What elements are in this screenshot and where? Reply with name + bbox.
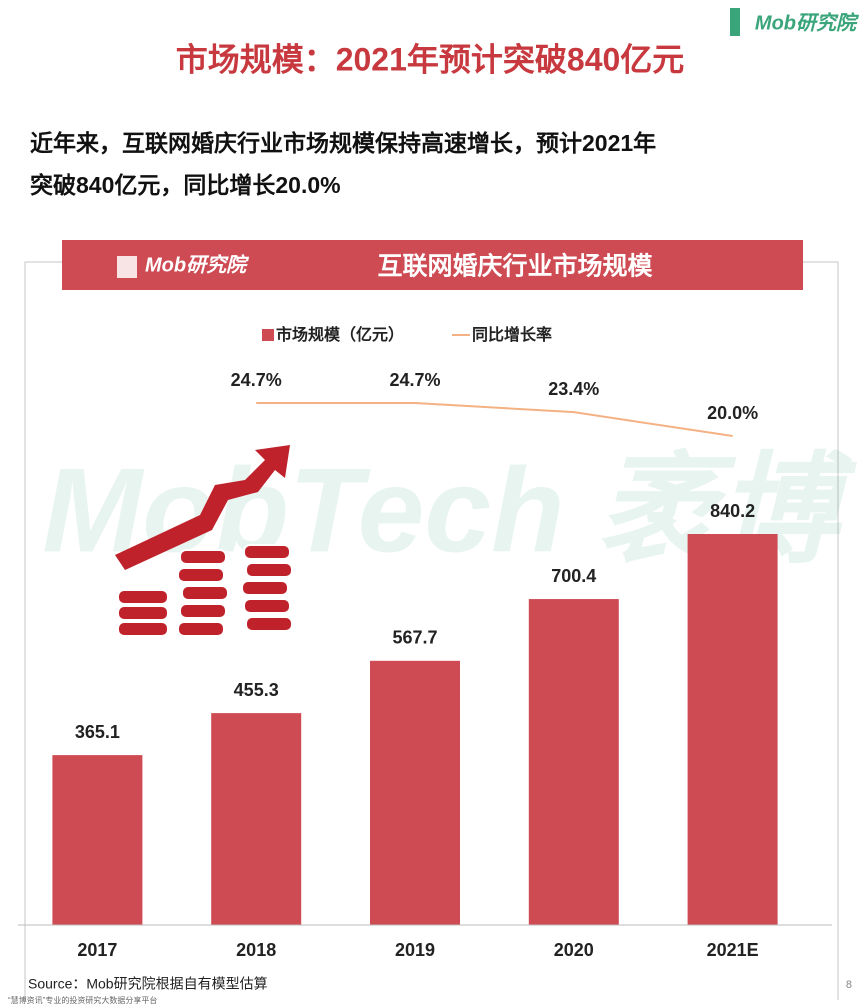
- x-tick-label: 2018: [236, 940, 276, 960]
- subtitle-line: 近年来，互联网婚庆行业市场规模保持高速增长，预计2021年: [30, 130, 656, 156]
- bar: [528, 599, 619, 925]
- x-tick-label: 2021E: [707, 940, 759, 960]
- bar: [370, 660, 460, 925]
- illustration: [115, 445, 293, 637]
- bar: [52, 755, 143, 925]
- data-label: 455.3: [234, 680, 279, 700]
- logo-icon: [730, 8, 740, 36]
- subtitle-line: 突破840亿元，同比增长20.0%: [30, 172, 341, 198]
- page-title: 市场规模：2021年预计突破840亿元: [176, 41, 685, 77]
- source: Source：Mob研究院根据自有模型估算: [28, 976, 268, 992]
- chart-logo-icon: [117, 256, 137, 278]
- legend-label: 市场规模（亿元）: [276, 325, 404, 344]
- data-label: 700.4: [551, 566, 596, 586]
- legend-label: 同比增长率: [472, 325, 552, 344]
- bar: [687, 534, 778, 925]
- legend-swatch: [262, 329, 274, 341]
- data-label: 365.1: [75, 722, 120, 742]
- data-label: 24.7%: [231, 370, 282, 390]
- chart-header: [62, 240, 803, 290]
- chart-logo: Mob研究院: [145, 253, 250, 276]
- x-tick-label: 2020: [554, 940, 594, 960]
- data-label: 23.4%: [548, 379, 599, 399]
- data-label: 20.0%: [707, 403, 758, 423]
- data-label: 567.7: [392, 628, 437, 648]
- footer-note: “慧博资讯”专业的投资研究大数据分享平台: [8, 995, 157, 1005]
- page-number: 8: [846, 979, 852, 991]
- logo: Mob研究院: [755, 11, 860, 34]
- chart-title: 互联网婚庆行业市场规模: [377, 252, 653, 281]
- line: [256, 402, 733, 437]
- x-tick-label: 2017: [77, 940, 117, 960]
- x-tick-label: 2019: [395, 940, 435, 960]
- bar: [211, 713, 302, 925]
- data-label: 840.2: [710, 501, 755, 521]
- data-label: 24.7%: [389, 370, 440, 390]
